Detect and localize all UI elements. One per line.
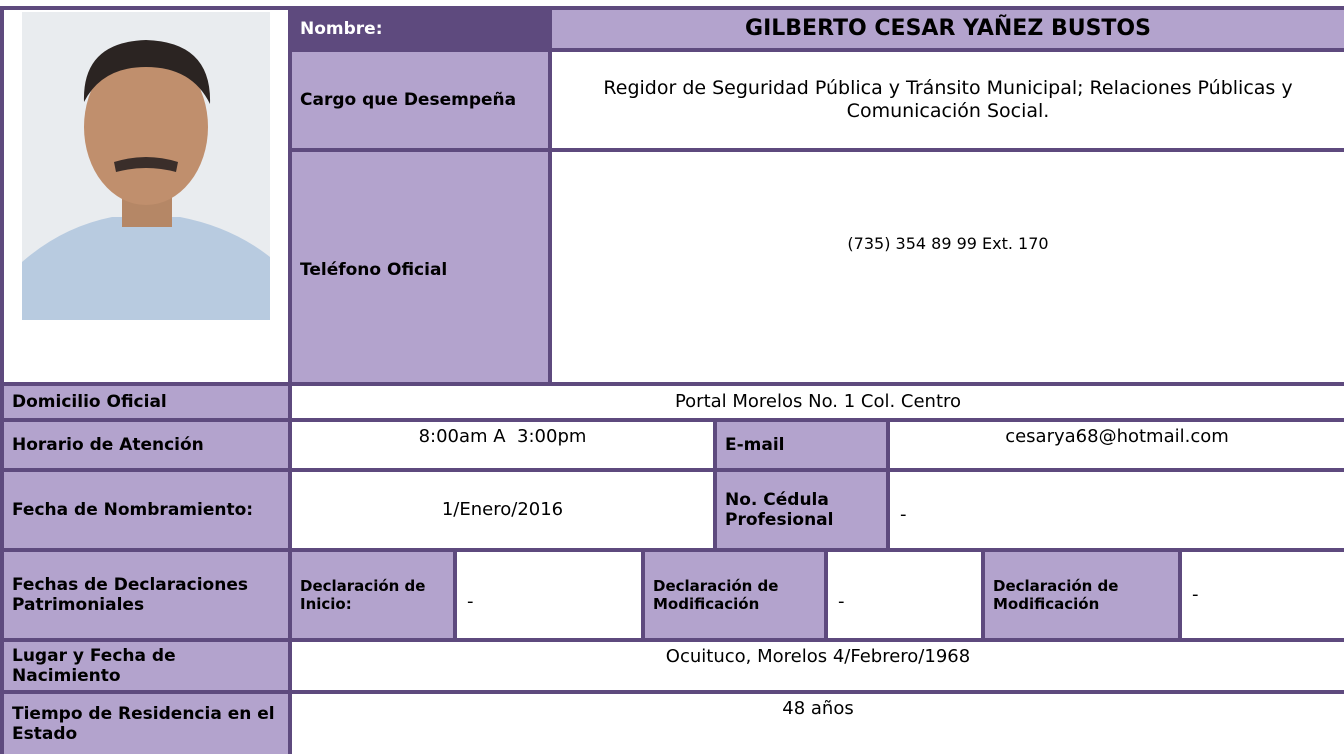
label: Declaración de Modificación [985, 552, 1178, 638]
label: Nombre: [292, 10, 548, 48]
value: 48 años [292, 694, 1344, 754]
label: No. Cédula Profesional [717, 472, 886, 548]
value: - [890, 472, 1344, 548]
value: 8:00am A 3:00pm [292, 422, 713, 468]
label: Horario de Atención [4, 422, 288, 468]
name: GILBERTO CESAR YAÑEZ BUSTOS [552, 10, 1344, 48]
label: Declaración de Modificación [645, 552, 824, 638]
photo-cell [4, 10, 288, 382]
value: (735) 354 89 99 Ext. 170 [552, 152, 1344, 382]
label: Domicilio Oficial [4, 386, 288, 418]
value: 1/Enero/2016 [292, 472, 713, 548]
label: E-mail [717, 422, 886, 468]
label: Cargo que Desempeña [292, 52, 548, 148]
value: cesarya68@hotmail.com [890, 422, 1344, 468]
label: Fecha de Nombramiento: [4, 472, 288, 548]
label: Tiempo de Residencia en el Estado [4, 694, 288, 754]
value: Regidor de Seguridad Pública y Tránsito … [552, 52, 1344, 148]
label: Declaración de Inicio: [292, 552, 453, 638]
value: Portal Morelos No. 1 Col. Centro [292, 386, 1344, 418]
label: Fechas de Declaraciones Patrimoniales [4, 552, 288, 638]
label: Lugar y Fecha de Nacimiento [4, 642, 288, 690]
label: Teléfono Oficial [292, 152, 548, 382]
profile-table: Nombre: GILBERTO CESAR YAÑEZ BUSTOS Carg… [0, 6, 1344, 754]
value: Ocuituco, Morelos 4/Febrero/1968 [292, 642, 1344, 690]
value: - [457, 552, 641, 638]
value: - [828, 552, 981, 638]
photo [22, 12, 270, 320]
value: - [1182, 552, 1344, 638]
